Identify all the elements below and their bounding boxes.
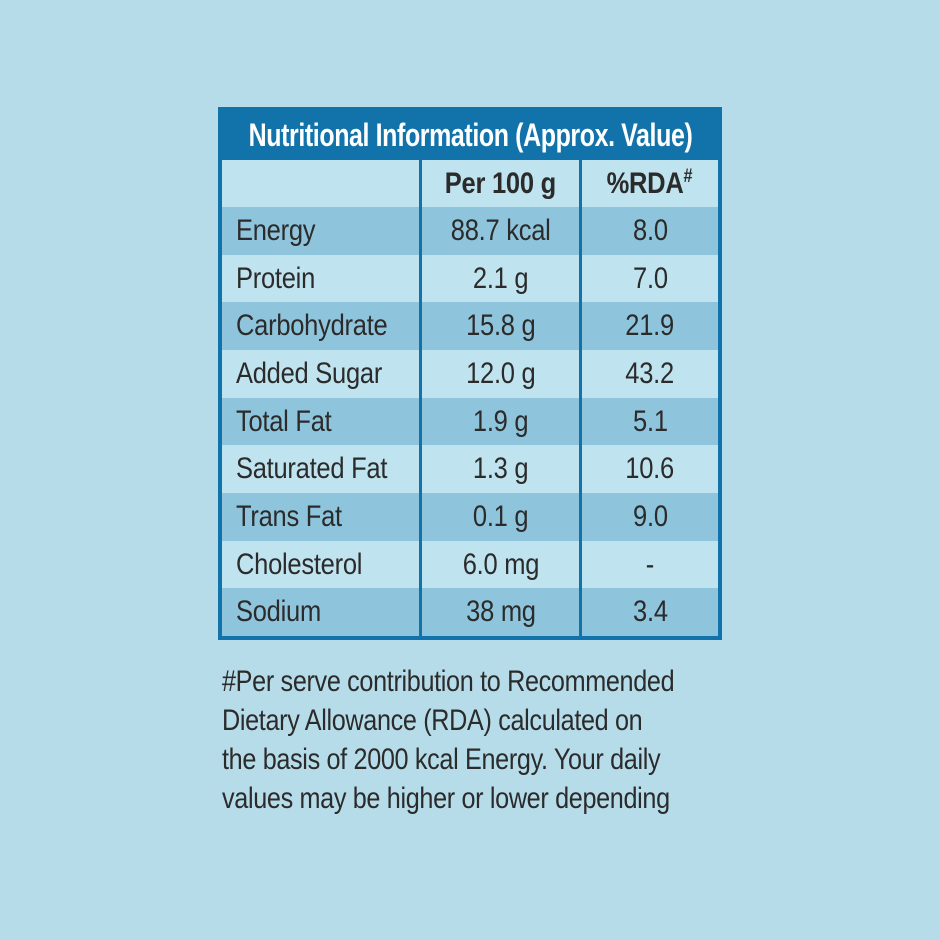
nutrient-label: Trans Fat bbox=[236, 499, 342, 533]
rda-header-label: %RDA# bbox=[607, 166, 693, 201]
per-100g-cell: 15.8 g bbox=[422, 302, 582, 351]
rda-cell: - bbox=[582, 541, 718, 589]
per-100g-value: 6.0 mg bbox=[462, 547, 539, 581]
footnote-text: #Per serve contribution to Recommended bbox=[222, 664, 675, 698]
per-100g-cell: 38 mg bbox=[422, 588, 582, 637]
rda-value: 21.9 bbox=[625, 309, 675, 343]
per-100g-cell: 12.0 g bbox=[422, 350, 582, 398]
rda-value: 7.0 bbox=[632, 261, 668, 295]
table-row-protein: Protein 2.1 g 7.0 bbox=[222, 254, 718, 303]
per-100g-cell: 0.1 g bbox=[422, 493, 582, 541]
table-row-cholesterol: Cholesterol 6.0 mg - bbox=[222, 540, 718, 589]
per-100g-value: 1.9 g bbox=[472, 404, 529, 438]
table-title-bar: Nutritional Information (Approx. Value) bbox=[222, 111, 718, 160]
rda-value: 8.0 bbox=[632, 213, 668, 247]
nutrient-label: Sodium bbox=[236, 595, 321, 629]
table-row-energy: Energy 88.7 kcal 8.0 bbox=[222, 207, 718, 255]
nutrient-label: Energy bbox=[236, 213, 316, 247]
footnote-line: Dietary Allowance (RDA) calculated on bbox=[222, 701, 760, 740]
per-100g-value: 2.1 g bbox=[472, 261, 529, 295]
table-row-saturated-fat: Saturated Fat 1.3 g 10.6 bbox=[222, 445, 718, 494]
nutrition-table: Nutritional Information (Approx. Value) … bbox=[218, 107, 722, 640]
per-100g-value: 88.7 kcal bbox=[450, 213, 551, 247]
nutrient-label-cell: Added Sugar bbox=[222, 350, 422, 398]
table-row-trans-fat: Trans Fat 0.1 g 9.0 bbox=[222, 493, 718, 541]
rda-cell: 7.0 bbox=[582, 255, 718, 303]
table-row-total-fat: Total Fat 1.9 g 5.1 bbox=[222, 397, 718, 446]
rda-cell: 10.6 bbox=[582, 445, 718, 493]
nutrient-label-cell: Protein bbox=[222, 254, 422, 303]
rda-cell: 5.1 bbox=[582, 398, 718, 446]
rda-hash-superscript: # bbox=[683, 166, 693, 187]
rda-header-text: %RDA bbox=[607, 167, 684, 200]
nutrient-label-cell: Cholesterol bbox=[222, 540, 422, 589]
per-100g-header-label: Per 100 g bbox=[444, 166, 557, 200]
column-header-per-100g: Per 100 g bbox=[422, 160, 582, 207]
per-100g-value: 0.1 g bbox=[472, 499, 529, 533]
footnote-text: Dietary Allowance (RDA) calculated on bbox=[222, 703, 643, 737]
rda-value: 3.4 bbox=[632, 595, 668, 629]
table-row-sodium: Sodium 38 mg 3.4 bbox=[222, 588, 718, 637]
column-header-row: Per 100 g %RDA# bbox=[222, 160, 718, 207]
per-100g-cell: 1.9 g bbox=[422, 397, 582, 446]
per-100g-value: 1.3 g bbox=[472, 452, 529, 486]
rda-cell: 43.2 bbox=[582, 350, 718, 398]
footnote-line: #Per serve contribution to Recommended bbox=[222, 662, 760, 701]
rda-value: 43.2 bbox=[625, 356, 675, 390]
column-header-blank bbox=[222, 160, 422, 207]
column-header-rda: %RDA# bbox=[582, 160, 718, 207]
nutrient-label: Added Sugar bbox=[236, 356, 383, 390]
footnote-text: the basis of 2000 kcal Energy. Your dail… bbox=[222, 742, 661, 776]
table-row-carbohydrate: Carbohydrate 15.8 g 21.9 bbox=[222, 302, 718, 351]
nutrient-label: Saturated Fat bbox=[236, 452, 388, 486]
footnote-line: the basis of 2000 kcal Energy. Your dail… bbox=[222, 740, 760, 779]
rda-cell: 21.9 bbox=[582, 302, 718, 350]
nutrient-label-cell: Saturated Fat bbox=[222, 445, 422, 494]
rda-footnote: #Per serve contribution to Recommended D… bbox=[222, 662, 760, 818]
per-100g-cell: 2.1 g bbox=[422, 254, 582, 303]
nutrient-label: Cholesterol bbox=[236, 547, 363, 581]
rda-value: 10.6 bbox=[625, 452, 675, 486]
rda-value: 5.1 bbox=[632, 404, 668, 438]
nutrient-label-cell: Total Fat bbox=[222, 397, 422, 446]
rda-value: - bbox=[645, 547, 655, 581]
per-100g-value: 12.0 g bbox=[465, 356, 536, 390]
rda-cell: 8.0 bbox=[582, 207, 718, 255]
table-row-added-sugar: Added Sugar 12.0 g 43.2 bbox=[222, 350, 718, 398]
rda-value: 9.0 bbox=[632, 499, 668, 533]
rda-cell: 3.4 bbox=[582, 588, 718, 636]
nutrient-label-cell: Carbohydrate bbox=[222, 302, 422, 351]
per-100g-cell: 6.0 mg bbox=[422, 540, 582, 589]
nutrient-label: Total Fat bbox=[236, 404, 332, 438]
per-100g-cell: 1.3 g bbox=[422, 445, 582, 494]
rda-cell: 9.0 bbox=[582, 493, 718, 541]
nutrient-label: Protein bbox=[236, 261, 316, 295]
per-100g-value: 15.8 g bbox=[465, 309, 536, 343]
footnote-text: values may be higher or lower depending bbox=[222, 781, 670, 815]
nutrient-label-cell: Sodium bbox=[222, 588, 422, 637]
nutrient-label-cell: Energy bbox=[222, 207, 422, 255]
per-100g-value: 38 mg bbox=[465, 595, 536, 629]
nutrient-label: Carbohydrate bbox=[236, 309, 388, 343]
footnote-line: values may be higher or lower depending bbox=[222, 779, 760, 818]
nutrient-label-cell: Trans Fat bbox=[222, 493, 422, 541]
table-title: Nutritional Information (Approx. Value) bbox=[248, 117, 692, 153]
per-100g-cell: 88.7 kcal bbox=[422, 207, 582, 255]
